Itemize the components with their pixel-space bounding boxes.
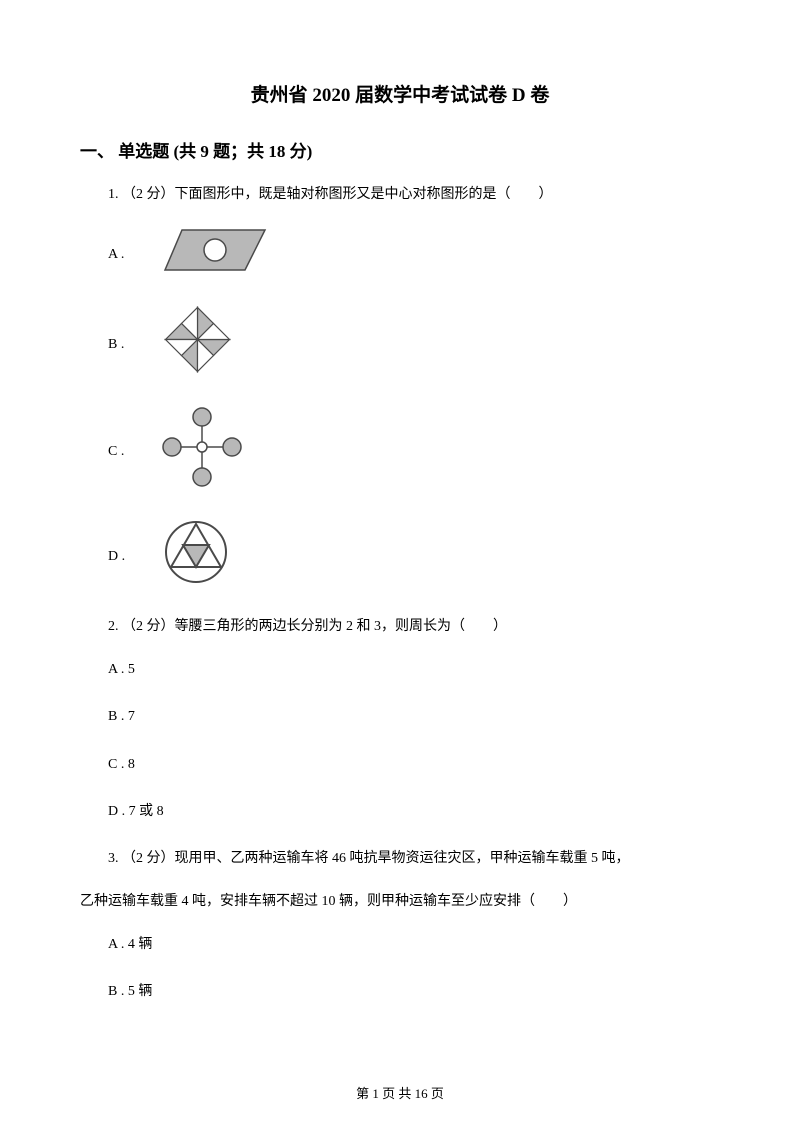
q1-option-a: A . — [80, 225, 720, 284]
q2-option-a: A . 5 — [80, 657, 720, 682]
q3-option-a: A . 4 辆 — [80, 932, 720, 957]
question-2-text: 2. （2 分）等腰三角形的两边长分别为 2 和 3，则周长为（ ） — [80, 614, 720, 639]
parallelogram-icon — [132, 225, 270, 284]
question-3-line1: 3. （2 分）现用甲、乙两种运输车将 46 吨抗旱物资运往灾区，甲种运输车载重… — [80, 846, 720, 871]
option-label-b: B . — [80, 332, 124, 357]
q2-option-b: B . 7 — [80, 704, 720, 729]
q2-option-c: C . 8 — [80, 752, 720, 777]
circle-triangle-icon — [133, 517, 231, 596]
cross-circles-icon — [132, 405, 245, 499]
q2-option-d: D . 7 或 8 — [80, 799, 720, 824]
pinwheel-icon — [132, 302, 235, 386]
option-label-c: C . — [80, 439, 124, 464]
question-3-line2: 乙种运输车载重 4 吨，安排车辆不超过 10 辆，则甲种运输车至少应安排（ ） — [80, 889, 720, 914]
q1-option-c: C . — [80, 405, 720, 499]
question-1-text: 1. （2 分）下面图形中，既是轴对称图形又是中心对称图形的是（ ） — [80, 182, 720, 207]
q3-option-b: B . 5 辆 — [80, 979, 720, 1004]
q1-option-d: D . — [80, 517, 720, 596]
page-footer: 第 1 页 共 16 页 — [0, 1083, 800, 1102]
section-header: 一、 单选题 (共 9 题；共 18 分) — [80, 137, 720, 162]
option-label-a: A . — [80, 242, 124, 267]
option-label-d: D . — [80, 544, 125, 569]
page-title: 贵州省 2020 届数学中考试试卷 D 卷 — [80, 80, 720, 107]
q1-option-b: B . — [80, 302, 720, 386]
